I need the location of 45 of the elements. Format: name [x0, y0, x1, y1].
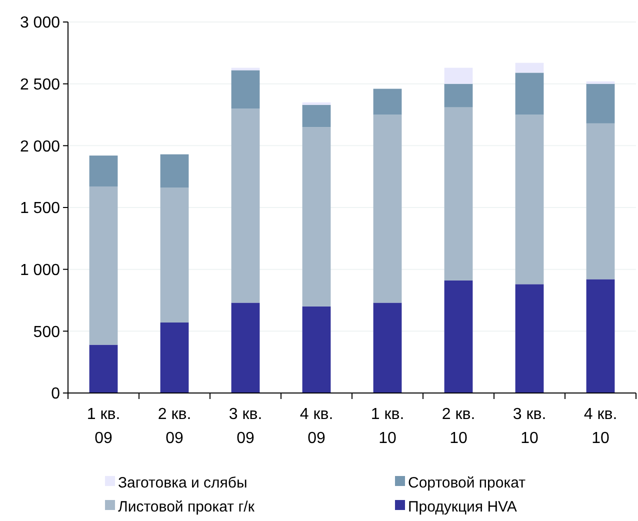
x-tick-label: 1 кв. 09: [86, 406, 120, 447]
x-tick-label: 3 кв. 10: [512, 406, 546, 447]
y-tick-label: 2 000: [20, 138, 60, 156]
bar: [302, 127, 331, 306]
bar: [373, 88, 402, 115]
bar: [160, 322, 189, 393]
x-tick-label: 4 кв. 09: [300, 406, 334, 447]
bar: [160, 154, 189, 188]
y-tick-label: 2 500: [20, 76, 60, 94]
bar: [302, 102, 331, 105]
legend-label: Заготовка и слябы: [118, 474, 248, 492]
bar: [586, 123, 615, 280]
bar: [515, 114, 544, 284]
legend-label: Листовой прокат г/к: [118, 498, 255, 516]
legend-label: Продукция HVA: [408, 498, 517, 516]
y-tick-label: 3 000: [20, 14, 60, 32]
bar: [89, 156, 118, 186]
bar: [89, 186, 118, 345]
bar: [89, 344, 118, 393]
bar: [444, 84, 473, 108]
bar: [444, 107, 473, 280]
y-tick-label: 1 000: [20, 262, 60, 279]
bar: [515, 62, 544, 73]
bar: [231, 302, 260, 393]
bar: [302, 104, 331, 128]
x-tick-label: 2 кв. 09: [158, 406, 192, 447]
bar: [586, 84, 615, 124]
bar: [373, 114, 402, 303]
x-tick-label: 3 кв. 09: [228, 406, 262, 447]
bar: [231, 108, 260, 303]
bar: [515, 284, 544, 393]
y-tick-label: 500: [33, 324, 60, 341]
legend-label: Сортовой прокат: [408, 474, 526, 492]
bar: [586, 279, 615, 393]
bar: [231, 70, 260, 109]
bar: [515, 72, 544, 115]
bar: [444, 280, 473, 393]
y-tick-label: 1 500: [20, 200, 60, 218]
x-tick-label: 2 кв. 10: [442, 406, 476, 447]
x-tick-label: 1 кв. 10: [370, 406, 404, 447]
bar: [302, 306, 331, 393]
bar: [160, 188, 189, 323]
y-tick-label: 0: [51, 386, 60, 403]
bar: [373, 302, 402, 393]
x-tick-label: 4 кв. 10: [584, 406, 618, 447]
